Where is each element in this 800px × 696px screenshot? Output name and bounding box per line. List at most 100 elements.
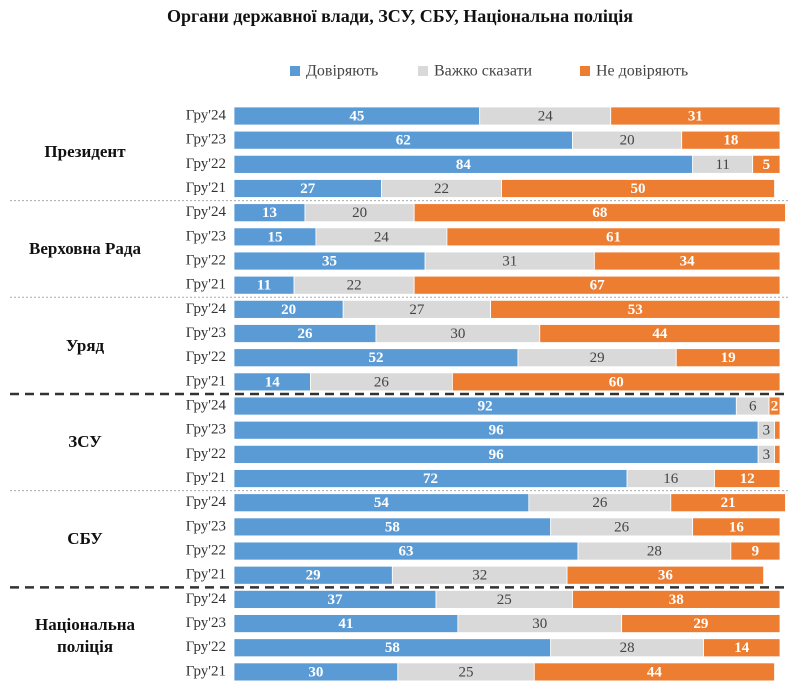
bar-segment [566,565,765,585]
category-label: Гру'24 [186,591,227,607]
data-label: 27 [300,181,316,197]
bar-segment [681,130,781,150]
category-label: Гру'21 [186,470,226,486]
group-label: Президент [44,142,126,162]
data-label: 16 [729,519,745,535]
data-label: 29 [693,616,708,632]
category-label: Гру'23 [186,228,226,244]
category-label: Гру'21 [186,373,226,389]
data-label: 96 [489,423,505,439]
bar-segment [621,614,781,633]
data-label: 3 [763,447,771,463]
bar-segment [413,275,781,295]
bar-segment [730,541,781,561]
data-label: 35 [322,253,337,269]
data-label: 31 [502,253,517,269]
bar-segment [490,299,781,319]
category-label: Гру'21 [186,180,226,196]
data-label: 14 [734,640,750,656]
data-label: 12 [740,471,755,487]
data-label: 30 [308,664,323,680]
category-label: Гру'22 [186,542,226,558]
bar-segment [703,638,781,658]
data-label: 58 [385,640,400,656]
bar-segment [768,396,781,416]
group-label: ЗСУ [68,432,102,452]
data-label: 84 [456,157,472,173]
data-label: 25 [497,592,512,608]
category-label: Гру'24 [186,494,227,510]
data-label: 72 [423,471,438,487]
category-label: Гру'21 [186,567,226,583]
bar-segment [501,179,775,198]
bar-segment [692,517,781,537]
data-label: 16 [663,471,679,487]
category-label: Гру'23 [186,132,226,148]
data-label: 61 [606,229,621,245]
data-label: 28 [620,640,635,656]
data-label: 44 [652,326,668,342]
data-label: 67 [590,278,606,294]
bar-segment [539,324,781,343]
group-label: Уряд [65,335,105,355]
data-label: 60 [609,374,624,390]
category-label: Гру'23 [186,615,226,631]
data-label: 62 [396,133,411,149]
legend-swatch [418,66,428,76]
data-label: 3 [763,423,771,439]
bar-segment [670,493,786,513]
bar-segment [714,469,781,488]
data-label: 41 [338,616,353,632]
legend-label: Важко сказати [434,63,533,80]
data-label: 24 [538,108,554,124]
bar-segment [774,444,781,464]
data-label: 18 [723,133,738,149]
data-label: 37 [328,592,344,608]
data-label: 34 [680,253,696,269]
legend-swatch [580,66,590,76]
data-label: 20 [352,205,367,221]
bar-segment [451,372,781,392]
data-label: 13 [262,205,277,221]
data-label: 26 [374,374,390,390]
category-label: Гру'24 [186,107,227,123]
data-label: 2 [771,398,779,414]
bar-segment [593,251,781,271]
data-label: 28 [647,543,662,559]
legend-swatch [290,66,300,76]
data-label: 53 [628,302,643,318]
data-label: 96 [489,447,505,463]
data-label: 29 [590,350,605,366]
category-label: Гру'22 [186,252,226,268]
data-label: 36 [658,568,674,584]
bar-segment [446,227,781,247]
category-label: Гру'22 [186,446,226,462]
bar-segment [610,106,781,126]
category-label: Гру'24 [186,204,227,220]
data-label: 22 [347,278,362,294]
data-label: 15 [267,229,282,245]
category-label: Гру'21 [186,663,226,679]
category-label: Гру'22 [186,639,226,655]
data-label: 52 [368,350,383,366]
data-label: 22 [434,181,449,197]
category-label: Гру'23 [186,422,226,438]
data-label: 11 [257,278,271,294]
data-label: 26 [297,326,313,342]
bar-segment [572,590,781,609]
category-label: Гру'21 [186,277,226,293]
data-label: 50 [631,181,646,197]
data-label: 38 [669,592,684,608]
legend-label: Довіряють [306,63,378,80]
data-label: 20 [281,302,296,318]
data-label: 9 [752,543,760,559]
category-label: Гру'23 [186,518,226,534]
group-label: Національна поліція [34,614,135,656]
data-label: 6 [749,398,757,414]
bar-segment [774,420,781,440]
data-label: 29 [306,568,321,584]
bar-segment [413,203,786,223]
data-label: 19 [721,350,736,366]
data-label: 30 [532,616,547,632]
